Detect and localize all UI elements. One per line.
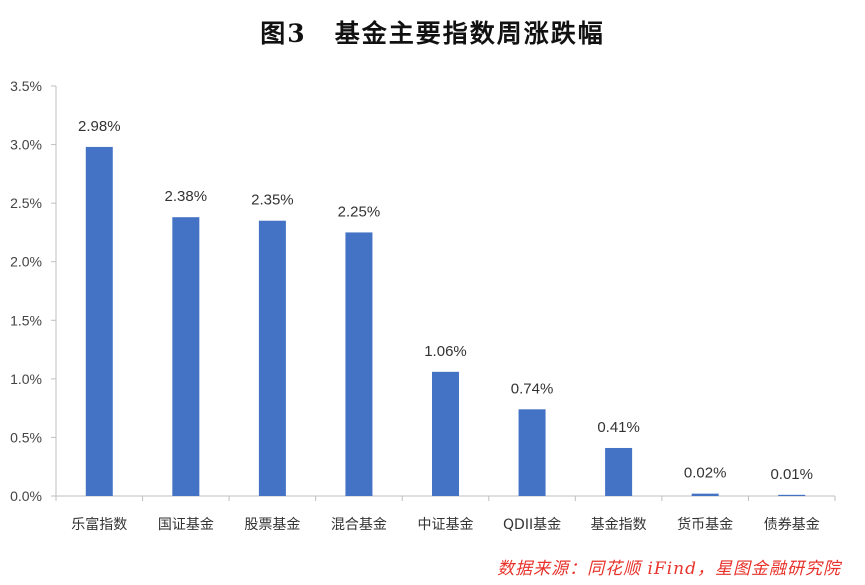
category-label: 股票基金	[244, 516, 300, 533]
category-label: 国证基金	[158, 516, 214, 533]
data-label: 2.35%	[251, 192, 294, 209]
data-label: 2.25%	[338, 203, 381, 220]
y-tick-label: 0.0%	[10, 488, 42, 504]
bars	[85, 146, 806, 496]
y-tick-label: 3.0%	[10, 137, 42, 153]
y-axis: 0.0% 0.5% 1.0% 1.5% 2.0% 2.5% 3.0% 3.5%	[10, 78, 57, 504]
bar	[605, 447, 633, 496]
data-labels: 2.98% 2.38% 2.35% 2.25% 1.06% 0.74% 0.41% 0.02%…	[78, 118, 813, 483]
data-label: 2.98%	[78, 118, 121, 135]
data-label: 0.74%	[511, 380, 554, 397]
data-label: 1.06%	[424, 343, 467, 360]
category-labels: 乐富指数 国证基金 股票基金 混合基金 中证基金 QDII基金 基金指数 货币基金 债券基金	[71, 516, 819, 533]
bar	[691, 493, 719, 496]
chart-title: 基金主要指数周涨跌幅	[334, 19, 605, 48]
y-tick-label: 2.5%	[10, 195, 42, 211]
figure-title: 图3 基金主要指数周涨跌幅	[0, 14, 865, 50]
bar	[518, 409, 546, 496]
bar	[258, 220, 286, 496]
y-tick-label: 1.5%	[10, 312, 42, 328]
category-label: 基金指数	[591, 516, 647, 533]
data-label: 0.01%	[770, 466, 813, 483]
category-label: QDII基金	[503, 516, 561, 533]
figure-number: 图3	[260, 19, 307, 48]
bar	[345, 232, 373, 496]
category-label: 混合基金	[331, 516, 387, 533]
data-label: 0.41%	[597, 419, 640, 436]
bar	[778, 494, 806, 496]
bar	[85, 146, 113, 496]
source-note: 数据来源：同花顺 iFind，星图金融研究院	[497, 559, 841, 579]
y-tick-label: 1.0%	[10, 371, 42, 387]
category-label: 乐富指数	[71, 516, 127, 533]
y-tick-label: 0.5%	[10, 429, 42, 445]
category-label: 货币基金	[677, 516, 733, 533]
data-label: 0.02%	[684, 465, 727, 482]
category-label: 中证基金	[418, 516, 474, 533]
data-label: 2.38%	[165, 188, 208, 205]
x-axis	[55, 495, 836, 501]
bar	[432, 371, 459, 496]
category-label: 债券基金	[764, 516, 820, 533]
y-tick-label: 2.0%	[10, 254, 42, 270]
y-tick-label: 3.5%	[10, 78, 42, 94]
bar	[172, 217, 200, 496]
